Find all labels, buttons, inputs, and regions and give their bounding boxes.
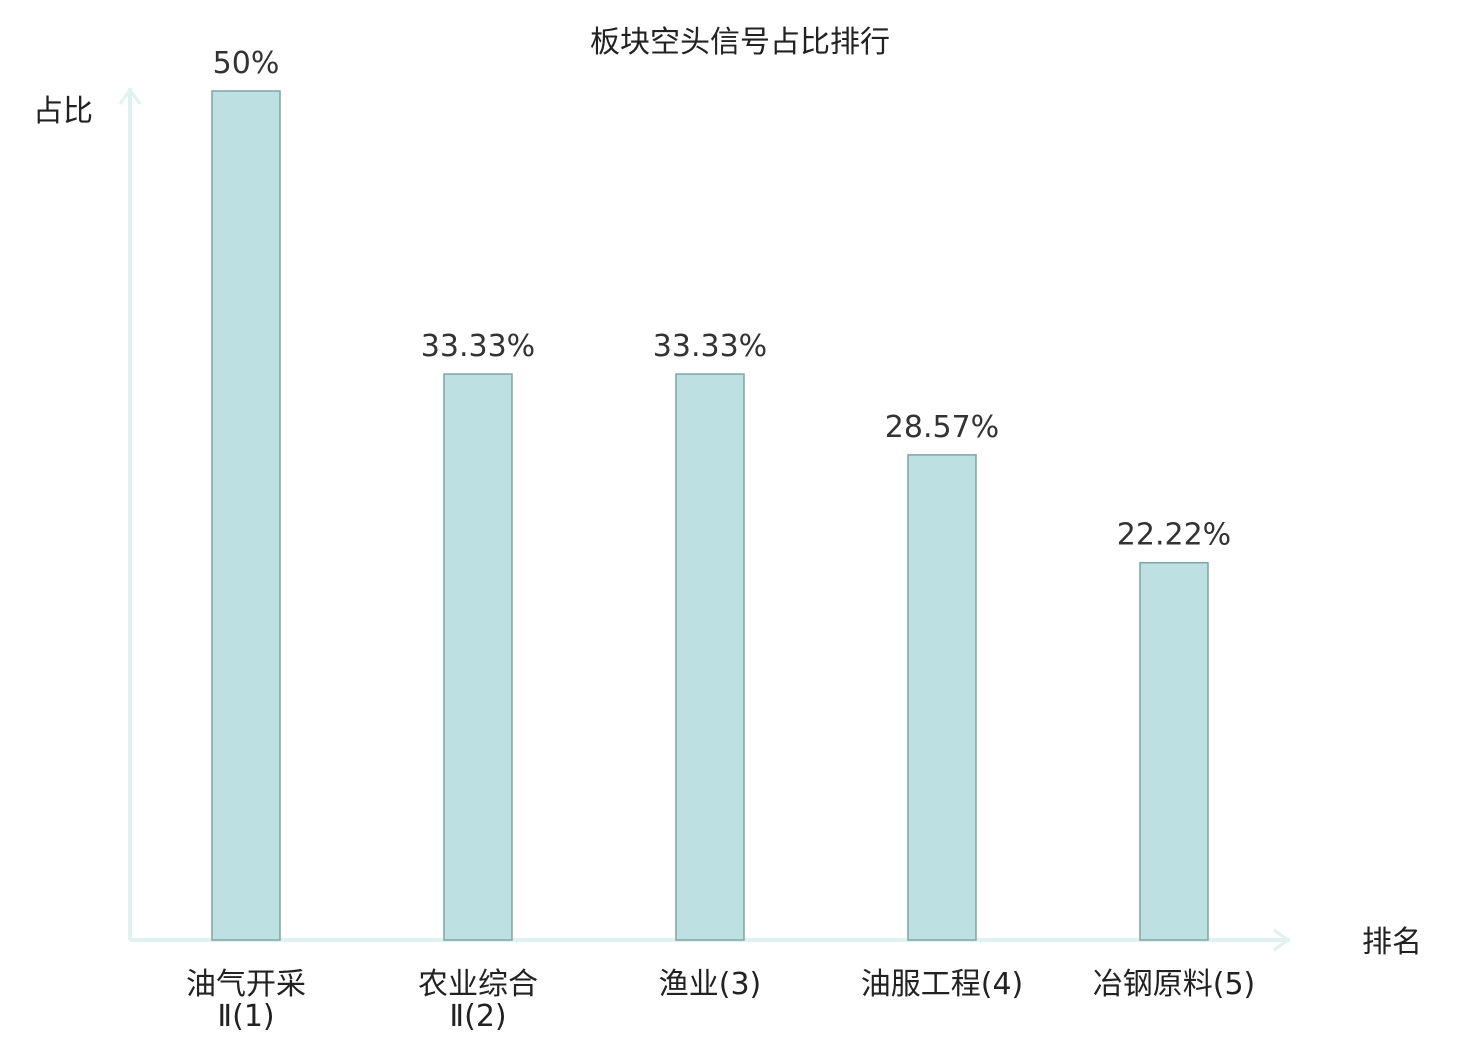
category-label-2-line-2: Ⅱ(2): [449, 999, 506, 1034]
chart-title: 板块空头信号占比排行: [590, 25, 890, 60]
value-label-5: 22.22%: [1117, 518, 1231, 553]
value-label-1: 50%: [213, 46, 280, 81]
category-label-2: 农业综合: [418, 967, 538, 1002]
bar-2: [443, 373, 513, 941]
category-label-5: 冶钢原料(5): [1093, 967, 1256, 1002]
category-label-3: 渔业(3): [659, 967, 762, 1002]
x-axis-label: 排名: [1362, 925, 1422, 960]
value-label-2: 33.33%: [421, 329, 535, 364]
category-label-4: 油服工程(4): [861, 967, 1024, 1002]
y-axis-label: 占比: [33, 94, 93, 129]
category-label-1: 油气开采: [186, 967, 306, 1002]
value-label-4: 28.57%: [885, 410, 999, 445]
category-label-1-line-2: Ⅱ(1): [217, 999, 274, 1034]
y-axis-arrow: [118, 87, 142, 105]
x-axis-arrow: [1273, 928, 1291, 952]
bars-group: [211, 90, 1209, 941]
value-label-3: 33.33%: [653, 329, 767, 364]
bar-5: [1139, 561, 1209, 941]
value-labels-group: 50% 33.33% 33.33% 28.57% 22.22%: [213, 46, 1232, 553]
bar-1: [211, 90, 281, 941]
bar-4: [907, 454, 977, 941]
bar-3: [675, 373, 745, 941]
